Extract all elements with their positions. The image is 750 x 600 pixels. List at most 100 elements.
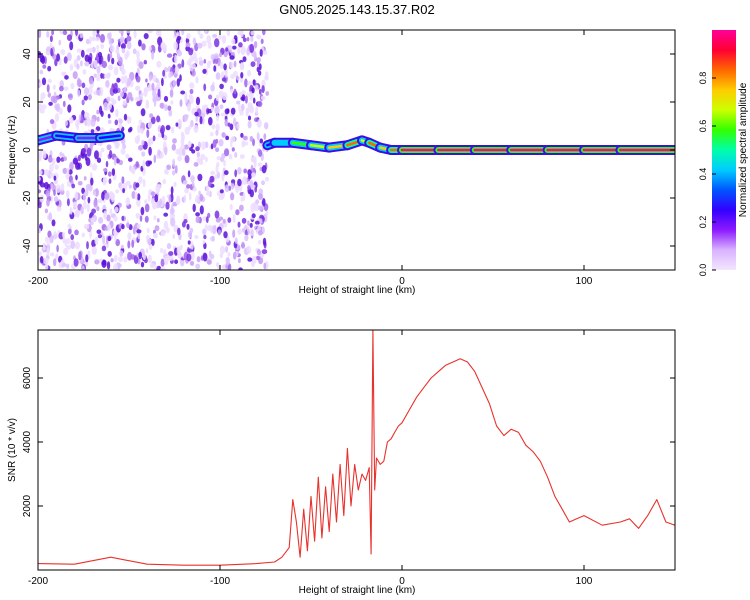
noise-blob	[49, 235, 54, 244]
noise-blob	[249, 135, 254, 142]
noise-blob	[183, 219, 188, 224]
noise-blob	[148, 46, 152, 52]
noise-blob	[224, 118, 228, 127]
noise-blob	[156, 115, 161, 123]
noise-blob	[157, 88, 161, 98]
noise-blob	[144, 215, 149, 223]
noise-blob	[80, 60, 83, 67]
noise-blob	[173, 181, 177, 187]
noise-blob	[62, 231, 66, 238]
noise-blob	[227, 252, 231, 257]
noise-blob	[258, 63, 262, 71]
noise-blob	[98, 151, 102, 159]
noise-blob	[150, 191, 156, 196]
noise-blob	[256, 249, 261, 256]
noise-blob	[153, 215, 157, 221]
noise-blob	[121, 215, 125, 221]
noise-blob	[147, 254, 152, 264]
noise-blob	[242, 37, 247, 42]
noise-blob	[86, 203, 90, 213]
colorbar-tick-label: 0.6	[698, 120, 708, 133]
snr-y-label: SNR (10 * v/v)	[7, 418, 18, 482]
noise-blob	[210, 54, 215, 61]
noise-blob	[53, 175, 57, 181]
noise-blob	[134, 191, 138, 200]
noise-blob	[118, 256, 123, 263]
noise-blob	[97, 51, 103, 58]
noise-blob	[106, 73, 110, 79]
noise-blob	[260, 38, 264, 45]
noise-blob	[154, 225, 160, 232]
noise-blob	[238, 258, 241, 264]
noise-blob	[81, 82, 86, 89]
noise-blob	[194, 57, 198, 66]
noise-blob	[180, 90, 186, 95]
noise-blob	[230, 179, 236, 184]
noise-blob	[83, 95, 89, 101]
spectrogram-x-tick-label: -100	[210, 276, 230, 287]
noise-blob	[49, 119, 55, 125]
noise-blob	[211, 124, 216, 130]
noise-blob	[264, 122, 269, 130]
noise-blob	[128, 224, 133, 231]
noise-blob	[249, 222, 253, 228]
noise-blob	[61, 262, 67, 268]
noise-blob	[83, 200, 87, 210]
noise-blob	[39, 182, 46, 188]
noise-blob	[93, 59, 98, 69]
noise-blob	[245, 107, 250, 115]
noise-blob	[234, 169, 238, 178]
noise-blob	[56, 156, 61, 163]
noise-blob	[218, 195, 224, 200]
noise-blob	[254, 84, 259, 91]
noise-blob	[146, 129, 150, 139]
noise-blob	[121, 48, 126, 54]
noise-blob	[181, 59, 185, 68]
noise-blob	[140, 261, 145, 268]
colorbar-ticks: 0.0 0.2 0.4 0.6 0.8	[698, 72, 716, 276]
noise-blob	[214, 106, 220, 115]
noise-blob	[165, 125, 171, 131]
noise-blob	[102, 168, 108, 172]
noise-blob	[79, 32, 84, 39]
noise-blob	[246, 47, 251, 56]
noise-blob	[246, 37, 250, 42]
noise-blob	[179, 99, 183, 107]
frequency-ridge	[38, 130, 675, 155]
noise-blob	[227, 122, 231, 127]
noise-blob	[44, 181, 49, 190]
noise-blob	[111, 194, 115, 203]
noise-blob	[190, 119, 194, 128]
noise-blob	[161, 77, 164, 87]
noise-blob	[171, 214, 176, 219]
noise-blob	[60, 49, 66, 55]
snr-frame	[37, 329, 676, 571]
noise-blob	[237, 167, 242, 175]
colorbar-tick-label: 0.4	[698, 168, 708, 181]
noise-blob	[195, 115, 199, 122]
noise-blob	[49, 163, 54, 173]
noise-blob	[102, 176, 108, 184]
noise-blob	[54, 164, 59, 170]
noise-blob	[162, 69, 166, 77]
colorbar: 0.0 0.2 0.4 0.6 0.8 Normalized spectral ampl…	[698, 30, 749, 276]
noise-blob	[38, 189, 42, 194]
noise-blob	[113, 229, 117, 236]
noise-blob	[208, 250, 212, 257]
noise-blob	[223, 231, 228, 239]
noise-blob	[84, 87, 89, 96]
noise-blob	[59, 30, 63, 35]
noise-blob	[244, 225, 248, 230]
noise-blob	[240, 196, 244, 202]
noise-blob	[62, 167, 68, 174]
noise-blob	[231, 147, 235, 152]
noise-blob	[259, 218, 263, 224]
noise-blob	[260, 95, 266, 101]
noise-blob	[214, 210, 220, 219]
noise-blob	[44, 208, 49, 214]
noise-blob	[113, 82, 118, 91]
noise-blob	[107, 171, 112, 177]
noise-blob	[133, 30, 137, 39]
noise-blob	[135, 85, 139, 91]
noise-blob	[240, 45, 246, 56]
